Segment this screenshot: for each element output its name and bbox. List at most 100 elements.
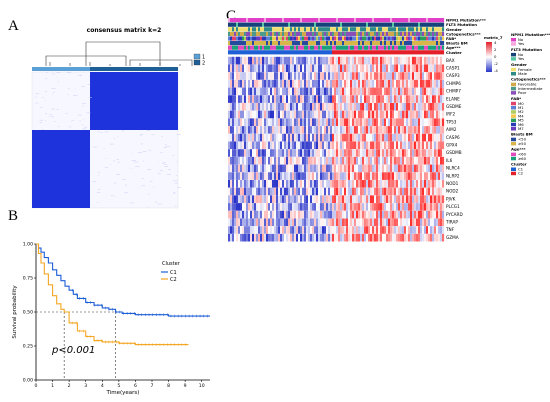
annotation-cell	[418, 36, 421, 41]
heatmap-cell	[288, 156, 291, 165]
heatmap-cell	[370, 195, 373, 203]
heatmap-cell	[300, 149, 303, 157]
heatmap-cell	[412, 110, 415, 119]
heatmap-cell	[394, 56, 397, 65]
annotation-cell	[240, 36, 243, 41]
matrix-noise-cell	[121, 130, 125, 132]
heatmap-cell	[268, 226, 271, 234]
heatmap-cell	[354, 203, 357, 211]
annotation-cell	[308, 27, 311, 32]
heatmap-cell	[332, 164, 335, 173]
heatmap-cell	[384, 233, 387, 242]
heatmap-cell	[338, 226, 341, 234]
annotation-cell	[300, 18, 303, 23]
annotation-cell	[396, 31, 399, 36]
heatmap-cell	[240, 218, 243, 227]
matrix-noise-cell	[81, 124, 84, 126]
heatmap-cell	[292, 64, 295, 73]
cluster-bar-2	[90, 67, 178, 71]
heatmap-cell	[240, 141, 243, 150]
annotation-cell	[372, 36, 375, 41]
heatmap-cell	[426, 126, 429, 134]
heatmap-cell	[232, 56, 235, 65]
heatmap-cell	[396, 203, 399, 211]
annotation-cell	[428, 50, 431, 55]
scale-ticks: 420-2-4	[494, 40, 498, 73]
heatmap-cell	[296, 203, 299, 211]
heatmap-cell	[424, 233, 427, 242]
heatmap-cell	[414, 133, 417, 142]
heatmap-cell	[356, 226, 359, 234]
x-tick-label: 10	[199, 383, 205, 389]
heatmap-cell	[240, 187, 243, 196]
heatmap-cell	[408, 56, 411, 65]
heatmap-cell	[256, 156, 259, 165]
heatmap-cell	[344, 141, 347, 150]
heatmap-cell	[354, 141, 357, 150]
heatmap-cell	[260, 149, 263, 157]
heatmap-cell	[400, 87, 403, 96]
annotation-cell	[348, 41, 351, 46]
heatmap-cell	[336, 95, 339, 103]
heatmap-cell	[406, 172, 409, 180]
annotation-cell	[328, 22, 331, 27]
legend-item-label: M7	[518, 126, 524, 131]
heatmap-cell	[292, 149, 295, 157]
heatmap-cell	[416, 164, 419, 173]
annotation-cell	[412, 27, 415, 32]
heatmap-cell	[430, 141, 433, 150]
heatmap-cell	[356, 180, 359, 188]
annotation-cell	[350, 41, 353, 46]
heatmap-cell	[258, 126, 261, 134]
heatmap-cell	[284, 141, 287, 150]
heatmap-cell	[376, 79, 379, 88]
annotation-cell	[268, 41, 271, 46]
heatmap-cell	[380, 187, 383, 196]
heatmap-cell	[350, 110, 353, 119]
heatmap-cell	[398, 103, 401, 111]
heatmap-cell	[300, 141, 303, 150]
matrix-noise-cell	[51, 88, 56, 89]
annotation-cell	[378, 36, 381, 41]
heatmap-cell	[436, 156, 439, 165]
annotation-cell	[256, 45, 259, 50]
heatmap-cell	[234, 110, 237, 119]
heatmap-cell	[400, 126, 403, 134]
heatmap-cell	[330, 210, 333, 219]
matrix-noise-cell	[133, 161, 138, 163]
annotation-cell	[306, 45, 309, 50]
heatmap-cell	[284, 149, 287, 157]
heatmap-cell	[378, 203, 381, 211]
heatmap-cell	[416, 187, 419, 196]
heatmap-cell	[270, 103, 273, 111]
heatmap-cell	[332, 149, 335, 157]
heatmap-cell	[418, 156, 421, 165]
annotation-cell	[334, 31, 337, 36]
heatmap-cell	[246, 203, 249, 211]
heatmap-cell	[386, 156, 389, 165]
heatmap-cell	[242, 233, 245, 242]
heatmap-cell	[316, 141, 319, 150]
heatmap-cell	[420, 103, 423, 111]
heatmap-cell	[346, 149, 349, 157]
heatmap-cell	[270, 87, 273, 96]
heatmap-cell	[354, 156, 357, 165]
heatmap-cell	[382, 195, 385, 203]
heatmap-cell	[350, 79, 353, 88]
heatmap-cell	[412, 195, 415, 203]
heatmap-cell	[434, 133, 437, 142]
annotation-cell	[354, 36, 357, 41]
heatmap-cell	[396, 187, 399, 196]
heatmap-cell	[396, 180, 399, 188]
heatmap-cell	[232, 126, 235, 134]
matrix-noise-cell	[109, 143, 115, 145]
heatmap-cell	[394, 79, 397, 88]
annotation-cell	[362, 18, 365, 23]
heatmap-cell	[268, 187, 271, 196]
heatmap-cell	[316, 156, 319, 165]
annotation-cell	[354, 27, 357, 32]
heatmap-cell	[430, 110, 433, 119]
annotation-cell	[420, 36, 423, 41]
heatmap-cell	[364, 56, 367, 65]
gene-label: IRF2	[446, 112, 456, 117]
